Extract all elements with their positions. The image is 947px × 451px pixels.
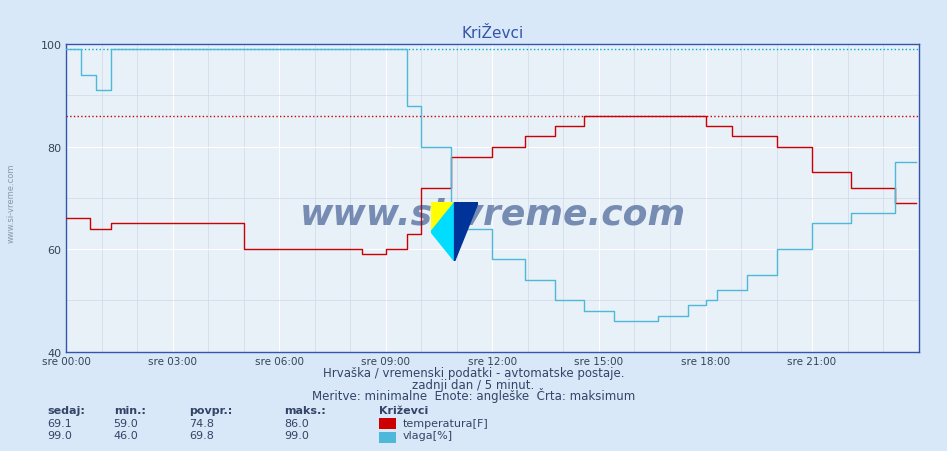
Text: www.si-vreme.com: www.si-vreme.com: [7, 163, 16, 243]
Text: 99.0: 99.0: [47, 430, 72, 440]
Text: www.si-vreme.com: www.si-vreme.com: [299, 197, 686, 231]
Title: KriŽevci: KriŽevci: [461, 26, 524, 41]
Polygon shape: [431, 203, 455, 232]
Text: 69.1: 69.1: [47, 418, 72, 428]
Polygon shape: [455, 203, 478, 262]
Text: vlaga[%]: vlaga[%]: [402, 430, 453, 440]
Text: povpr.:: povpr.:: [189, 405, 233, 414]
Text: 46.0: 46.0: [114, 430, 138, 440]
Text: 59.0: 59.0: [114, 418, 138, 428]
Text: 74.8: 74.8: [189, 418, 214, 428]
Text: 69.8: 69.8: [189, 430, 214, 440]
Text: maks.:: maks.:: [284, 405, 326, 414]
Text: zadnji dan / 5 minut.: zadnji dan / 5 minut.: [412, 378, 535, 391]
Polygon shape: [431, 203, 455, 262]
Text: 99.0: 99.0: [284, 430, 309, 440]
Text: sedaj:: sedaj:: [47, 405, 85, 414]
Text: temperatura[F]: temperatura[F]: [402, 418, 489, 428]
Text: min.:: min.:: [114, 405, 146, 414]
Text: Meritve: minimalne  Enote: angleške  Črta: maksimum: Meritve: minimalne Enote: angleške Črta:…: [312, 387, 635, 402]
Text: Hrvaška / vremenski podatki - avtomatske postaje.: Hrvaška / vremenski podatki - avtomatske…: [323, 367, 624, 380]
Text: 86.0: 86.0: [284, 418, 309, 428]
Text: Križevci: Križevci: [379, 405, 428, 414]
